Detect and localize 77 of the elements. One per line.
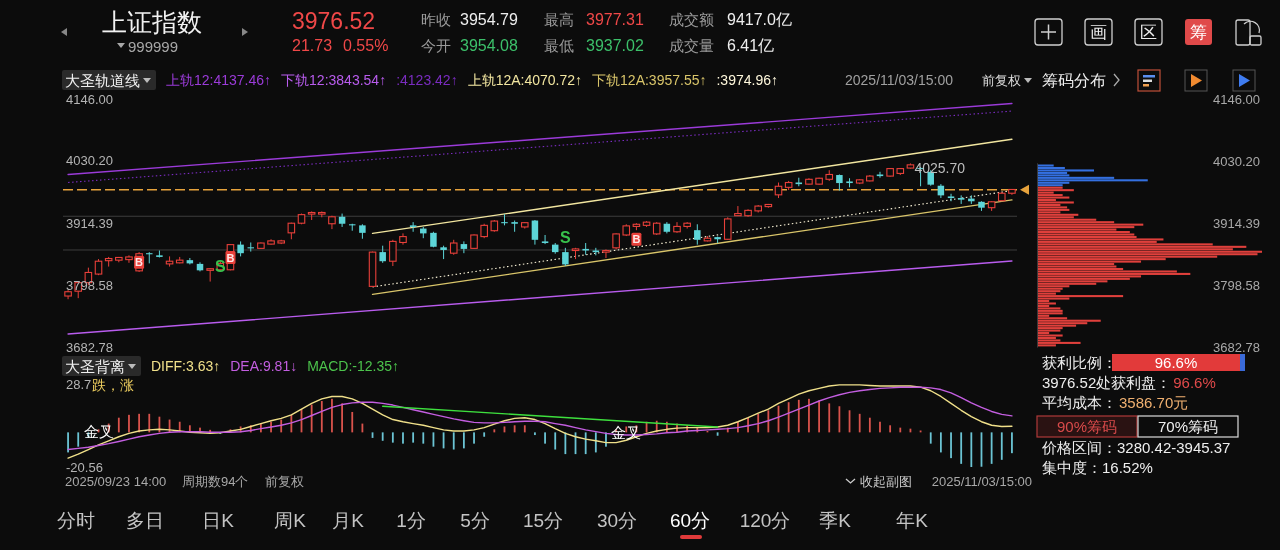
annotation: 3682.78 — [1213, 339, 1260, 355]
text: :4123.42↑ — [396, 72, 458, 88]
text: 区 — [1140, 22, 1157, 42]
text: 平均成本： — [1042, 393, 1117, 411]
text: 96.6% — [1154, 354, 1198, 371]
chart-title: 筹码分布 — [1042, 71, 1106, 89]
text: 0.55% — [343, 36, 389, 54]
annotation: 3914.39 — [1213, 215, 1260, 231]
text: 日K — [202, 509, 235, 531]
text: 3954.08 — [460, 36, 518, 54]
text: 前复权 — [265, 473, 304, 489]
text: 2025/09/23 14:00 — [65, 473, 167, 489]
text: 画 — [1090, 22, 1107, 42]
annotation: 3798.58 — [1213, 277, 1260, 293]
text: 集中度：16.52% — [1042, 458, 1153, 476]
text: 1分 — [396, 509, 426, 531]
text: 最低 — [544, 36, 574, 54]
y-tick-label: 28.7 — [66, 376, 92, 392]
text: 999999 — [128, 37, 179, 55]
text: 季K — [819, 509, 852, 531]
text: 4025.70 — [914, 160, 966, 177]
text: 6.41亿 — [727, 36, 775, 54]
annotation: 4030.20 — [1213, 153, 1260, 169]
text: 价格区间：3280.42-3945.37 — [1041, 438, 1231, 456]
text: 120分 — [739, 509, 791, 531]
chart-title: 大圣背离 — [65, 357, 125, 375]
text: 9417.0亿 — [727, 10, 792, 28]
text: :3974.96↑ — [716, 72, 778, 88]
text: 成交额 — [669, 10, 714, 28]
y-tick-label: -20.56 — [66, 459, 103, 475]
text: 3954.79 — [460, 10, 518, 28]
y-tick-label: 3914.39 — [66, 215, 113, 231]
text: DIFF:3.63↑ — [151, 358, 221, 374]
text: 年K — [896, 509, 929, 531]
text: 15分 — [522, 509, 564, 531]
text: 3586.70元 — [1119, 393, 1189, 411]
text: 3977.31 — [586, 10, 644, 28]
annotation: 跌，涨 — [92, 377, 134, 393]
text: 周K — [274, 509, 307, 531]
text: MACD:-12.35↑ — [307, 358, 399, 374]
text: 收起副图 — [860, 473, 912, 489]
text: DEA:9.81↓ — [230, 358, 298, 374]
text: 多日 — [126, 509, 164, 531]
text: 70%筹码 — [1157, 417, 1219, 435]
text: 30分 — [596, 509, 638, 531]
text: 96.6% — [1173, 373, 1216, 391]
text: 3976.52处获利盘： — [1042, 373, 1172, 391]
y-tick-label: 4030.20 — [66, 153, 113, 169]
text: 60分 — [669, 509, 711, 531]
text: 获利比例： — [1042, 353, 1117, 371]
text: 上证指数 — [102, 8, 202, 36]
chart-title: 大圣轨道线 — [65, 71, 140, 89]
text: 90%筹码 — [1056, 417, 1118, 435]
text: 3937.02 — [586, 36, 644, 54]
annotation: 金叉 — [83, 422, 114, 440]
text: 分时 — [57, 509, 95, 531]
text: 4146.00 — [1213, 91, 1260, 107]
text: 下轨12A:3957.55↑ — [592, 72, 707, 88]
text: 2025/11/03/15:00 — [931, 473, 1032, 489]
text: 下轨12:3843.54↑ — [281, 72, 387, 88]
text: 周期数94个 — [182, 473, 249, 489]
text: 前复权 — [982, 72, 1021, 88]
text: 最高 — [544, 10, 574, 28]
y-tick-label: 4146.00 — [66, 91, 113, 107]
text: 成交量 — [669, 36, 714, 54]
text: 月K — [332, 509, 365, 531]
text: 5分 — [460, 509, 490, 531]
text: 21.73 — [292, 36, 333, 54]
text: 昨收 — [421, 10, 451, 28]
text: 今开 — [421, 36, 451, 54]
y-tick-label: 3682.78 — [66, 339, 113, 355]
text: 筹 — [1190, 22, 1207, 42]
text: 2025/11/03/15:00 — [845, 72, 954, 88]
text: 上轨12:4137.46↑ — [166, 72, 272, 88]
text: 3976.52 — [292, 8, 376, 34]
annotation: S — [560, 228, 572, 246]
text: 上轨12A:4070.72↑ — [467, 72, 583, 88]
